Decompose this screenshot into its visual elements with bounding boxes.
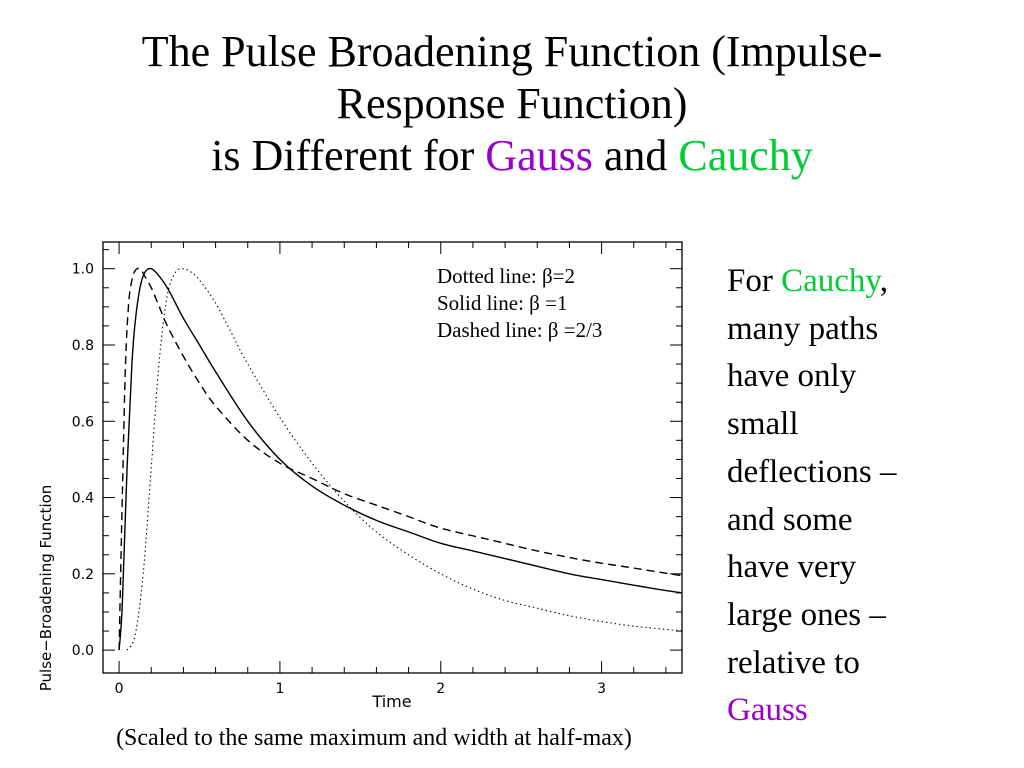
y-axis-label: Pulse−Broadening Function: [37, 485, 55, 692]
side-note-line: deflections –: [727, 453, 897, 490]
plot-frame: [102, 241, 683, 674]
side-note-line: relative to: [727, 644, 860, 681]
chart-caption: (Scaled to the same maximum and width at…: [116, 725, 632, 751]
title-gauss-word: Gauss: [485, 131, 593, 180]
series-line-dashed: [118, 267, 683, 651]
side-note-line: have only: [727, 358, 857, 395]
chart-svg: 0 1 2 3 0.0 0.2 0.4 0.6 0.8 1.0 Time Pulse−Broade…: [37, 241, 683, 711]
pulse-broadening-chart: 0 1 2 3 0.0 0.2 0.4 0.6 0.8 1.0 Time Pulse−Broade…: [0, 230, 700, 730]
side-note: For Cauchy, many paths have only small d…: [727, 258, 987, 735]
y-tick-label: 1.0: [72, 262, 94, 278]
title-and-word: and: [592, 131, 679, 180]
side-note-line: many paths: [727, 310, 879, 347]
side-note-comma: ,: [879, 263, 889, 299]
title-cauchy-word: Cauchy: [678, 131, 813, 180]
side-note-line: large ones –: [727, 596, 886, 633]
title-line-3: is Different for Gauss and Cauchy: [0, 130, 1024, 182]
x-tick-label: 2: [436, 681, 445, 697]
legend-solid: Solid line: β =1: [437, 291, 568, 315]
side-note-line: and some: [727, 501, 853, 538]
y-tick-label: 0.2: [72, 567, 94, 583]
line-style-legend: Dotted line: β=2 Solid line: β =1 Dashed…: [437, 263, 602, 344]
series-line-solid: [118, 267, 683, 651]
side-note-cauchy-word: Cauchy: [781, 263, 880, 299]
x-tick-label: 1: [275, 681, 284, 697]
legend-dotted: Dotted line: β=2: [437, 264, 576, 288]
y-tick-label: 0.0: [72, 643, 94, 659]
x-tick-label: 3: [597, 681, 606, 697]
title-line-2: Response Function): [336, 79, 688, 128]
series-line-dotted: [126, 268, 683, 651]
side-note-first-line: For Cauchy,: [727, 258, 987, 306]
y-tick-label: 0.8: [72, 338, 94, 354]
legend-dashed: Dashed line: β =2/3: [437, 318, 603, 342]
y-tick-label: 0.4: [72, 491, 94, 507]
slide-title: The Pulse Broadening Function (Impulse- …: [0, 26, 1024, 182]
side-note-line: have very: [727, 549, 857, 586]
title-line-3-prefix: is Different for: [211, 131, 486, 180]
side-note-for: For: [727, 263, 782, 299]
x-tick-label: 0: [115, 681, 124, 697]
side-note-gauss-word: Gauss: [727, 692, 808, 729]
y-tick-label: 0.6: [72, 414, 94, 430]
x-axis-label: Time: [371, 692, 411, 711]
title-line-1: The Pulse Broadening Function (Impulse-: [141, 27, 883, 76]
side-note-line: small: [727, 406, 799, 443]
